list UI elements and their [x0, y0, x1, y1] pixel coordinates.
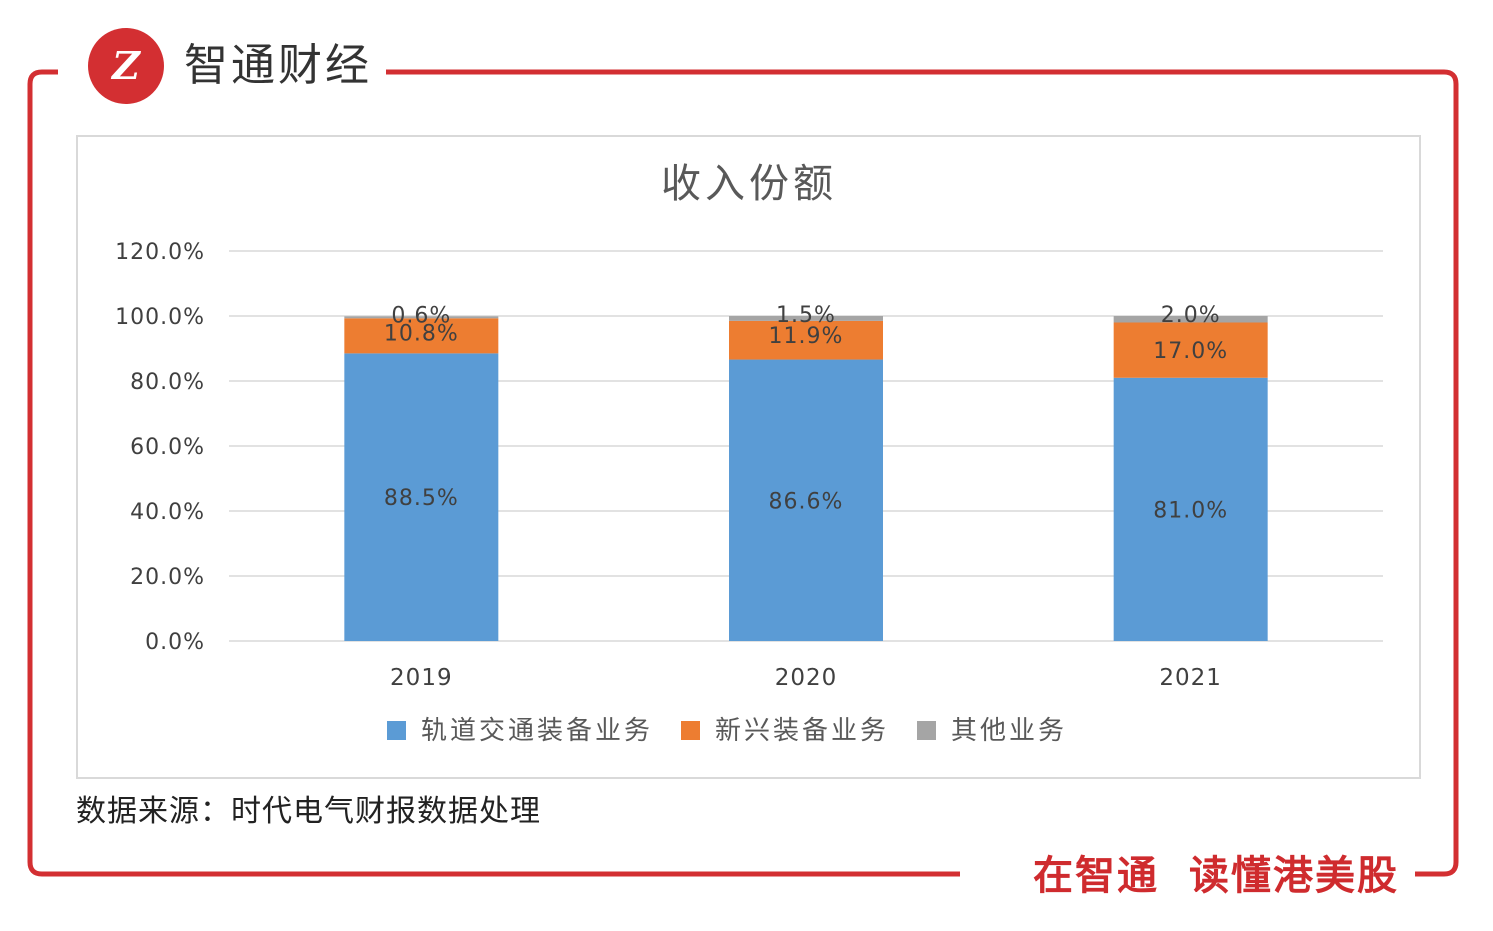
- brand-name: 智通财经: [180, 36, 386, 96]
- y-tick-label: 20.0%: [130, 565, 205, 590]
- legend-label: 轨道交通装备业务: [421, 716, 653, 746]
- data-label: 2.0%: [1161, 303, 1221, 328]
- bar-segment: [344, 318, 499, 354]
- slogan-part1: 在智通: [1033, 853, 1159, 899]
- bar-segment: [1113, 316, 1268, 323]
- bar-segment: [344, 316, 499, 319]
- x-tick-label: 2021: [1159, 665, 1222, 691]
- legend-label: 新兴装备业务: [715, 716, 889, 746]
- brand-logo: Z: [88, 28, 164, 104]
- bar-segment: [729, 320, 883, 360]
- data-label: 11.9%: [769, 324, 844, 349]
- legend-label: 其他业务: [951, 716, 1067, 746]
- x-tick-label: 2020: [775, 665, 838, 691]
- bar-segment: [344, 353, 499, 641]
- bar-segment: [1113, 377, 1268, 641]
- slogan-part2: 读懂港美股: [1189, 853, 1399, 899]
- y-tick-label: 40.0%: [130, 500, 205, 525]
- data-source-note: 数据来源：时代电气财报数据处理: [76, 794, 541, 829]
- y-tick-label: 60.0%: [130, 435, 205, 460]
- bar-segment: [1113, 322, 1268, 378]
- slogan: 在智通 读懂港美股: [1021, 848, 1411, 904]
- y-tick-label: 80.0%: [130, 370, 205, 395]
- data-label: 86.6%: [769, 489, 844, 514]
- y-tick-label: 120.0%: [115, 240, 205, 265]
- legend-swatch: [917, 721, 936, 740]
- data-label: 17.0%: [1153, 339, 1228, 364]
- data-label: 81.0%: [1153, 498, 1228, 523]
- chart-container: 收入份额 0.0% 20.0% 40.0% 60.0% 80.0% 100.0% 120.0%…: [76, 135, 1421, 779]
- data-label: 88.5%: [384, 486, 459, 511]
- logo-mark-icon: Z: [112, 43, 140, 88]
- bar-segment: [729, 316, 883, 321]
- stacked-bar-chart: 收入份额 0.0% 20.0% 40.0% 60.0% 80.0% 100.0% 120.0%…: [115, 161, 1383, 746]
- chart-title: 收入份额: [661, 161, 837, 207]
- data-label: 1.5%: [776, 303, 836, 328]
- legend-swatch: [681, 721, 700, 740]
- data-label: 10.8%: [384, 321, 459, 346]
- x-tick-label: 2019: [390, 665, 453, 691]
- bar-segment: [729, 359, 883, 641]
- data-label: 0.6%: [391, 303, 451, 328]
- y-tick-label: 0.0%: [145, 630, 205, 655]
- y-tick-label: 100.0%: [115, 305, 205, 330]
- legend-swatch: [387, 721, 406, 740]
